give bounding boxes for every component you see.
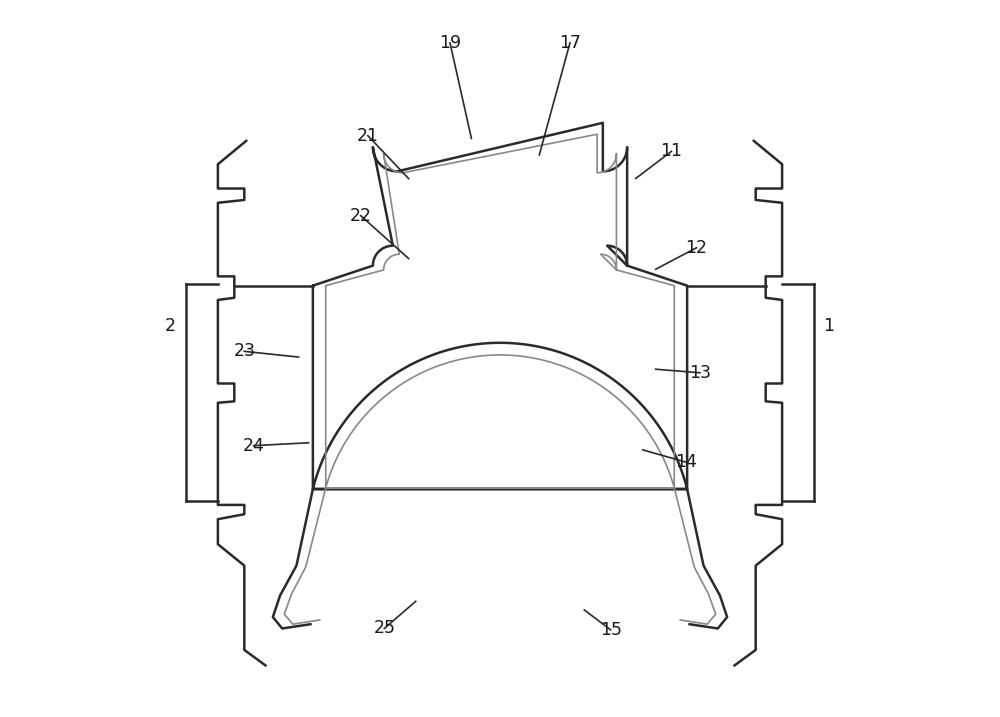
Text: 21: 21 — [357, 127, 379, 145]
Text: 19: 19 — [439, 34, 461, 52]
Text: 11: 11 — [660, 143, 682, 161]
Text: 24: 24 — [243, 437, 265, 455]
Text: 1: 1 — [823, 318, 834, 336]
Text: 17: 17 — [559, 34, 581, 52]
Text: 15: 15 — [600, 621, 622, 639]
Text: 25: 25 — [373, 619, 395, 637]
Text: 22: 22 — [350, 206, 372, 224]
Text: 14: 14 — [675, 453, 697, 471]
Text: 23: 23 — [233, 342, 255, 361]
Text: 13: 13 — [689, 364, 711, 381]
Text: 12: 12 — [685, 239, 707, 257]
Text: 2: 2 — [165, 318, 176, 336]
